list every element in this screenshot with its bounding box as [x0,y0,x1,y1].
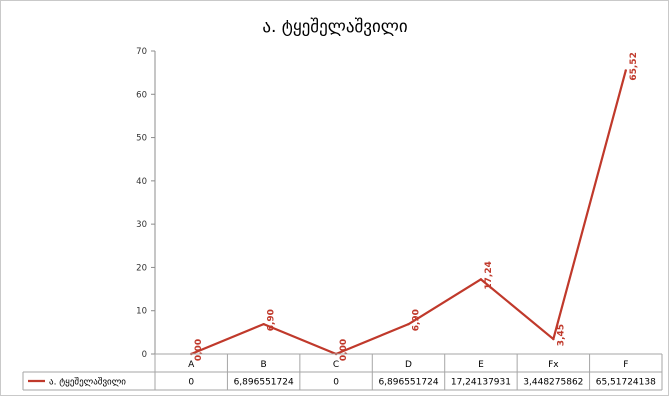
data-label: 0,00 [194,339,204,361]
data-point [479,278,483,281]
y-tick-label: 60 [136,90,147,100]
data-label: 3,45 [556,324,566,346]
y-tick-label: 0 [142,350,147,360]
y-tick-label: 10 [136,307,147,317]
y-tick-label: 70 [136,47,147,57]
y-tick-label: 30 [136,220,147,230]
data-label: 6,90 [267,309,277,331]
table-value: 65,51724138 [596,378,656,388]
data-label: 17,24 [484,261,494,289]
data-label: 6,90 [412,309,422,331]
y-tick-label: 20 [136,263,147,273]
data-point [407,322,410,326]
legend-series-name: ა. ტყეშელაშვილი [49,377,126,388]
category-label: D [405,360,412,370]
category-label: A [188,360,195,370]
category-label: E [478,360,484,370]
category-label: Fx [548,360,559,370]
chart-title: ა. ტყეშელაშვილი [262,17,407,37]
data-point [624,69,627,72]
table-value: 0 [333,378,339,388]
data-point [262,322,265,326]
y-tick-label: 50 [136,134,147,144]
table-value: 6,896551724 [378,378,438,388]
category-label: F [623,360,628,370]
data-point [552,337,555,341]
data-label: 65,52 [629,52,639,80]
table-value: 6,896551724 [234,378,294,388]
series-line [190,70,627,356]
table-value: 3,448275862 [523,378,583,388]
data-label: 0,00 [339,339,349,361]
table-value: 0 [188,378,194,388]
table-value: 17,24137931 [451,378,511,388]
category-label: B [261,360,267,370]
y-tick-label: 40 [136,177,147,187]
category-label: C [333,360,339,370]
